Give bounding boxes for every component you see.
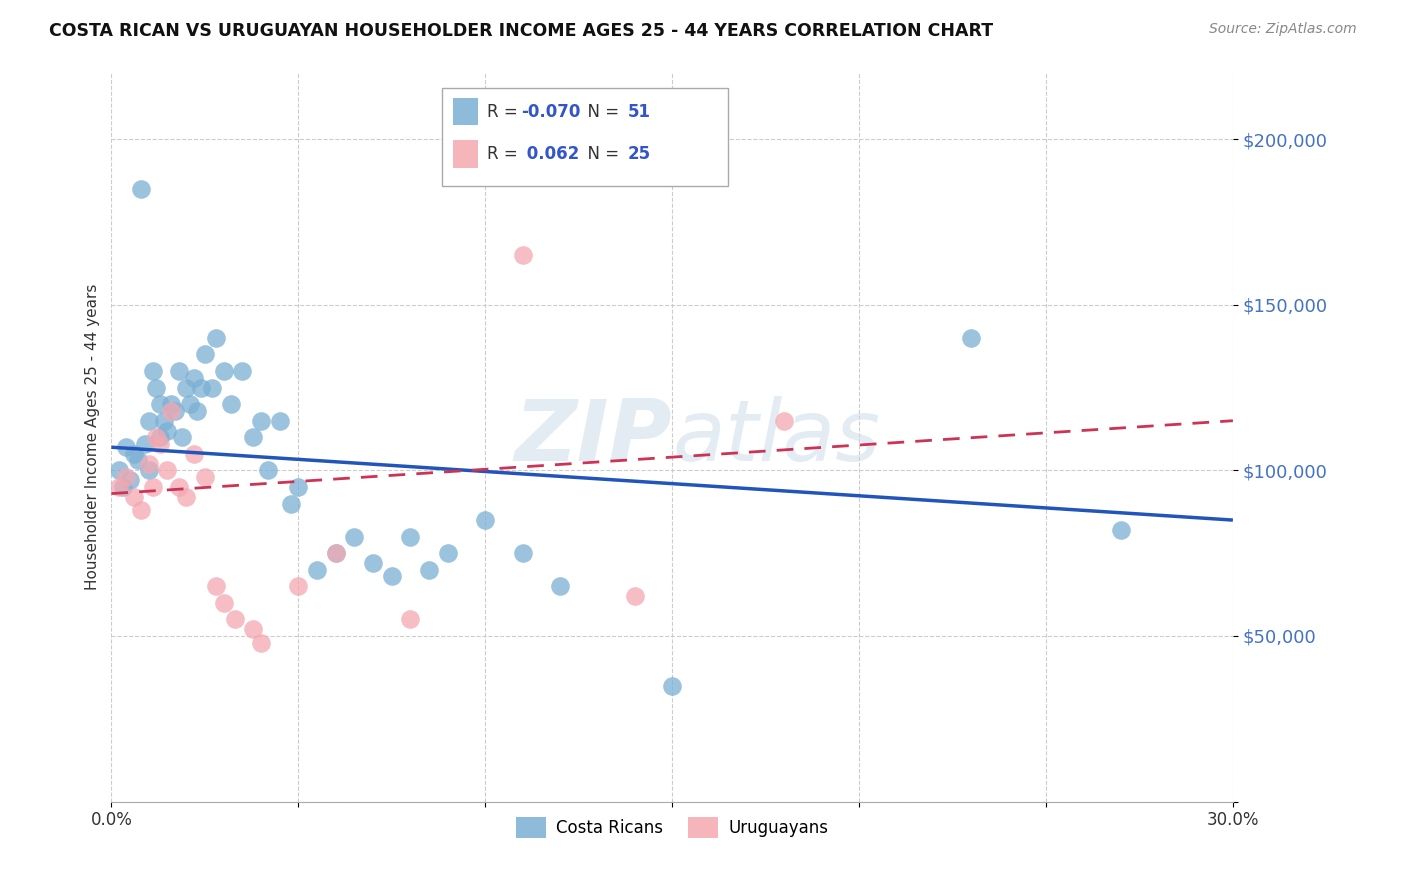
Point (343, 530, 366, 544)
Point (122, 447, 145, 461)
Point (167, 364, 190, 378)
Point (512, 248, 534, 262)
Point (108, 480, 131, 494)
Point (127, 453, 149, 467)
Point (141, 480, 163, 494)
Point (138, 463, 160, 477)
Point (361, 556, 384, 570)
Point (179, 397, 201, 411)
Point (149, 437, 172, 451)
Point (242, 430, 264, 444)
Point (115, 470, 138, 484)
Point (194, 347, 217, 361)
Text: COSTA RICAN VS URUGUAYAN HOUSEHOLDER INCOME AGES 25 - 44 YEARS CORRELATION CHART: COSTA RICAN VS URUGUAYAN HOUSEHOLDER INC… (49, 22, 993, 40)
Point (437, 546, 460, 560)
Point (156, 424, 179, 438)
Y-axis label: Householder Income Ages 25 - 44 years: Householder Income Ages 25 - 44 years (86, 284, 100, 591)
Point (269, 414, 291, 428)
Point (661, 679, 683, 693)
Point (190, 381, 212, 395)
Point (250, 635, 273, 649)
Point (167, 480, 190, 494)
Point (145, 381, 167, 395)
Point (325, 546, 347, 560)
Legend: Costa Ricans, Uruguayans: Costa Ricans, Uruguayans (509, 811, 835, 844)
Text: -0.070: -0.070 (520, 103, 581, 120)
Text: Source: ZipAtlas.com: Source: ZipAtlas.com (1209, 22, 1357, 37)
Point (399, 612, 422, 626)
Point (1109, 523, 1132, 537)
Point (381, 569, 404, 583)
Point (205, 331, 228, 345)
Point (231, 364, 253, 378)
Point (183, 447, 205, 461)
Point (174, 490, 197, 504)
Text: R =: R = (486, 145, 523, 163)
Point (108, 463, 131, 477)
Point (512, 546, 534, 560)
Point (122, 490, 145, 504)
Point (224, 612, 246, 626)
Point (242, 623, 264, 637)
Point (138, 414, 160, 428)
Point (149, 397, 172, 411)
Point (201, 381, 224, 395)
Text: 25: 25 (627, 145, 651, 163)
Point (250, 414, 273, 428)
Point (257, 463, 280, 477)
Point (773, 414, 796, 428)
Point (160, 397, 183, 411)
Point (120, 473, 142, 487)
Point (305, 563, 328, 577)
Point (205, 579, 228, 593)
Text: R =: R = (486, 103, 523, 120)
Point (134, 437, 156, 451)
Point (325, 546, 347, 560)
FancyBboxPatch shape (454, 140, 478, 168)
FancyBboxPatch shape (443, 87, 728, 186)
Point (131, 503, 153, 517)
Point (183, 370, 205, 384)
Point (287, 579, 309, 593)
Point (131, 182, 153, 196)
Point (152, 414, 174, 428)
Point (212, 364, 235, 378)
Point (623, 589, 645, 603)
Point (960, 331, 983, 345)
Point (145, 430, 167, 444)
Point (149, 430, 172, 444)
Point (194, 470, 217, 484)
Point (156, 463, 179, 477)
Text: N =: N = (576, 145, 624, 163)
Point (548, 579, 571, 593)
Point (141, 364, 163, 378)
Point (212, 596, 235, 610)
Point (138, 457, 160, 471)
Text: N =: N = (576, 103, 624, 120)
Point (219, 397, 242, 411)
Point (115, 440, 138, 454)
Text: 0.062: 0.062 (520, 145, 579, 163)
Point (174, 381, 197, 395)
Point (163, 404, 186, 418)
Point (399, 530, 422, 544)
Text: 51: 51 (627, 103, 651, 120)
Point (111, 480, 134, 494)
Text: atlas: atlas (672, 396, 880, 479)
Point (474, 513, 496, 527)
Point (172, 430, 194, 444)
Point (160, 404, 183, 418)
FancyBboxPatch shape (454, 98, 478, 126)
Point (287, 480, 309, 494)
Point (186, 404, 208, 418)
Point (418, 563, 440, 577)
Text: ZIP: ZIP (515, 396, 672, 479)
Point (280, 496, 302, 510)
